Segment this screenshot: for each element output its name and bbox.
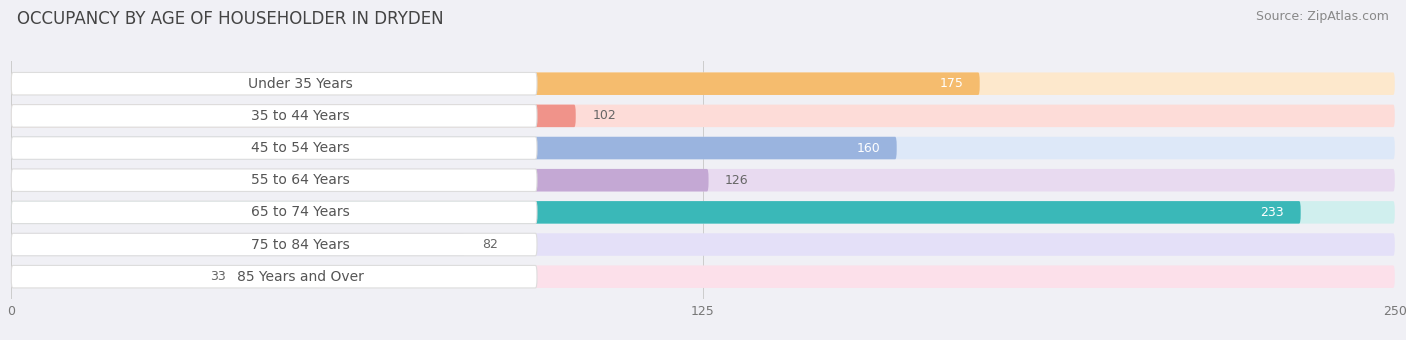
Text: 175: 175 xyxy=(939,77,963,90)
FancyBboxPatch shape xyxy=(11,72,980,95)
FancyBboxPatch shape xyxy=(11,169,709,191)
Text: 35 to 44 Years: 35 to 44 Years xyxy=(252,109,350,123)
FancyBboxPatch shape xyxy=(11,233,465,256)
FancyBboxPatch shape xyxy=(11,105,537,127)
FancyBboxPatch shape xyxy=(11,72,537,95)
Text: Source: ZipAtlas.com: Source: ZipAtlas.com xyxy=(1256,10,1389,23)
Text: Under 35 Years: Under 35 Years xyxy=(247,77,353,91)
FancyBboxPatch shape xyxy=(11,201,1301,224)
FancyBboxPatch shape xyxy=(11,105,1395,127)
Text: 82: 82 xyxy=(482,238,498,251)
FancyBboxPatch shape xyxy=(11,266,1395,288)
FancyBboxPatch shape xyxy=(11,72,1395,95)
FancyBboxPatch shape xyxy=(11,169,537,191)
Text: 65 to 74 Years: 65 to 74 Years xyxy=(252,205,350,219)
Text: 160: 160 xyxy=(856,141,880,155)
Text: 75 to 84 Years: 75 to 84 Years xyxy=(252,238,350,252)
FancyBboxPatch shape xyxy=(11,105,575,127)
FancyBboxPatch shape xyxy=(11,266,537,288)
FancyBboxPatch shape xyxy=(11,266,194,288)
FancyBboxPatch shape xyxy=(11,201,1395,224)
FancyBboxPatch shape xyxy=(11,137,537,159)
Text: 102: 102 xyxy=(592,109,616,122)
Text: OCCUPANCY BY AGE OF HOUSEHOLDER IN DRYDEN: OCCUPANCY BY AGE OF HOUSEHOLDER IN DRYDE… xyxy=(17,10,443,28)
FancyBboxPatch shape xyxy=(11,201,537,224)
FancyBboxPatch shape xyxy=(11,233,1395,256)
Text: 126: 126 xyxy=(725,174,749,187)
FancyBboxPatch shape xyxy=(11,233,537,256)
FancyBboxPatch shape xyxy=(11,169,1395,191)
Text: 45 to 54 Years: 45 to 54 Years xyxy=(252,141,350,155)
Text: 233: 233 xyxy=(1260,206,1284,219)
Text: 85 Years and Over: 85 Years and Over xyxy=(238,270,364,284)
Text: 55 to 64 Years: 55 to 64 Years xyxy=(252,173,350,187)
Text: 33: 33 xyxy=(211,270,226,283)
FancyBboxPatch shape xyxy=(11,137,1395,159)
FancyBboxPatch shape xyxy=(11,137,897,159)
